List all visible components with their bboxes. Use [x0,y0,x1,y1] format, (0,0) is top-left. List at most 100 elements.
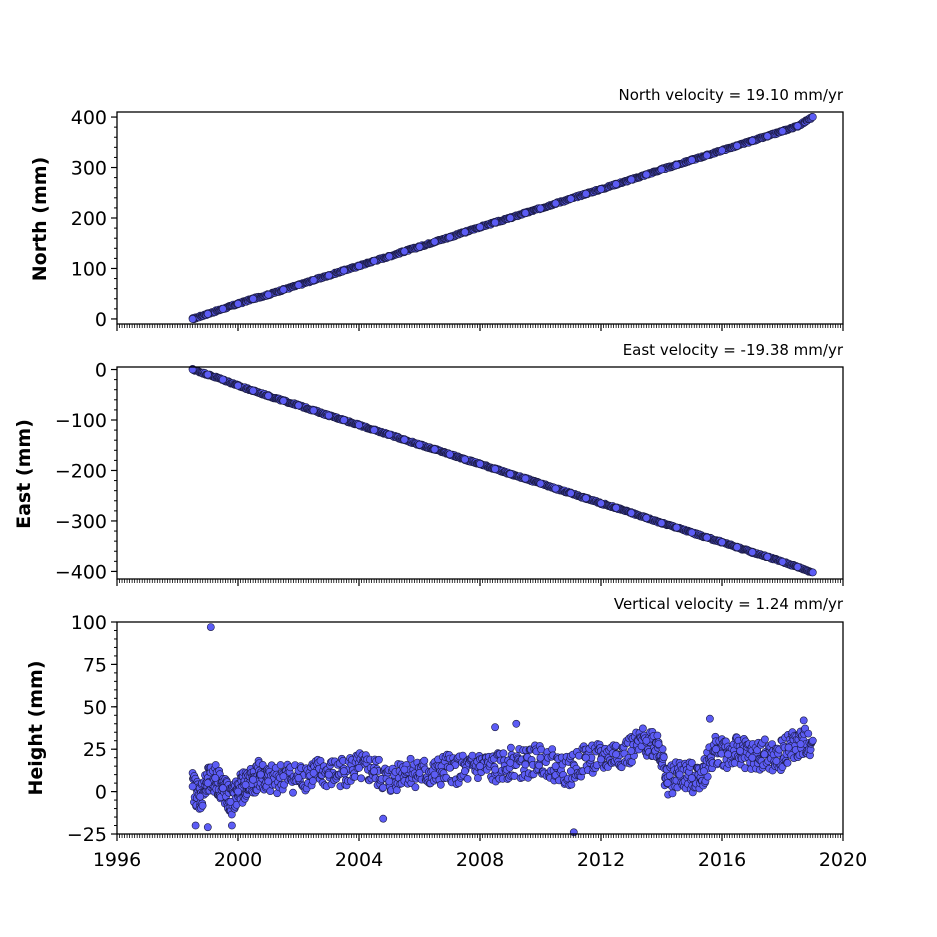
panel-north: North velocity = 19.10 mm/yr North (mm) … [29,86,844,331]
height-point [420,756,429,765]
height-ytick-label: 25 [83,739,107,761]
height-point [808,736,817,745]
height-point [463,775,472,783]
x-tick-label: 2000 [214,849,262,871]
north-point [355,262,363,270]
east-point [687,528,696,537]
east-point [536,479,545,488]
height-point [374,755,383,764]
east-point [612,503,620,512]
height-point [512,719,521,728]
north-point [445,233,454,242]
north-point [778,127,787,136]
height-point [355,764,363,772]
east-point [234,381,242,390]
north-point [748,136,757,145]
north-point [188,315,197,323]
east-point [355,421,363,429]
height-point [476,762,484,771]
height-point [411,783,420,792]
east-point [808,568,817,577]
height-point [279,772,288,781]
height-point [712,745,720,754]
north-point [642,170,651,179]
height-point [582,753,590,762]
east-ytick-label: −200 [55,460,107,482]
east-point [551,484,560,493]
east-point [385,430,394,439]
north-ytick-label: 100 [71,258,107,280]
height-point [324,770,333,779]
height-point [760,750,769,759]
height-point [203,823,212,832]
north-point [657,165,666,174]
height-data-points [188,623,817,837]
height-point [379,814,388,823]
height-point [436,780,445,789]
north-point [551,199,560,208]
height-ytick-label: 75 [83,654,107,676]
height-point [724,750,732,759]
vertical-velocity-annotation: Vertical velocity = 1.24 mm/yr [614,595,844,613]
height-point [460,767,469,776]
height-point [668,789,677,798]
height-point [551,762,560,771]
north-point [370,256,378,265]
height-point [196,792,205,801]
east-point [506,470,515,478]
height-ytick-label: 0 [95,782,107,804]
north-point [672,161,681,169]
north-ytick-label: 300 [71,158,107,180]
height-point [700,767,708,776]
north-point [703,151,711,160]
height-point [761,735,769,744]
height-point [203,779,212,787]
east-point [445,450,454,459]
north-point [687,156,696,164]
height-point [468,751,477,760]
north-point [430,237,439,246]
north-y-axis-label: North (mm) [29,157,51,282]
north-point [234,299,242,308]
height-point [241,780,250,789]
height-point [569,828,578,837]
x-tick-label: 1996 [93,849,141,871]
north-point [309,276,318,284]
height-point [675,770,684,779]
x-tick-label: 2020 [819,849,867,871]
north-ytick-label: 0 [95,309,107,331]
east-ytick-label: −300 [55,511,107,533]
east-point [642,514,651,522]
north-point [597,185,605,194]
east-point [400,435,409,444]
height-ytick-label: −25 [67,824,107,846]
height-point [266,787,275,795]
height-point [357,774,365,783]
east-point [218,375,227,384]
east-ytick-label: −100 [55,410,107,432]
height-point [687,774,696,782]
height-ytick-label: 50 [83,697,107,719]
north-point [476,223,484,231]
east-point [582,494,590,503]
height-point [445,764,454,772]
height-y-axis-label: Height (mm) [25,660,47,795]
east-point [460,455,469,464]
height-point [226,797,235,806]
east-point [793,563,802,571]
height-point [256,770,265,779]
height-point [400,765,409,774]
north-ytick-label: 400 [71,107,107,129]
north-point [763,132,772,141]
north-point [793,122,802,130]
north-point [733,141,741,150]
panel-east: East velocity = -19.38 mm/yr East (mm) 0… [13,341,844,586]
north-point [415,242,424,251]
height-point [289,788,297,797]
height-point [385,777,394,786]
height-point [654,740,663,748]
height-point [294,774,303,782]
height-point [653,731,662,740]
x-tick-label: 2008 [456,849,504,871]
height-point [276,761,285,769]
